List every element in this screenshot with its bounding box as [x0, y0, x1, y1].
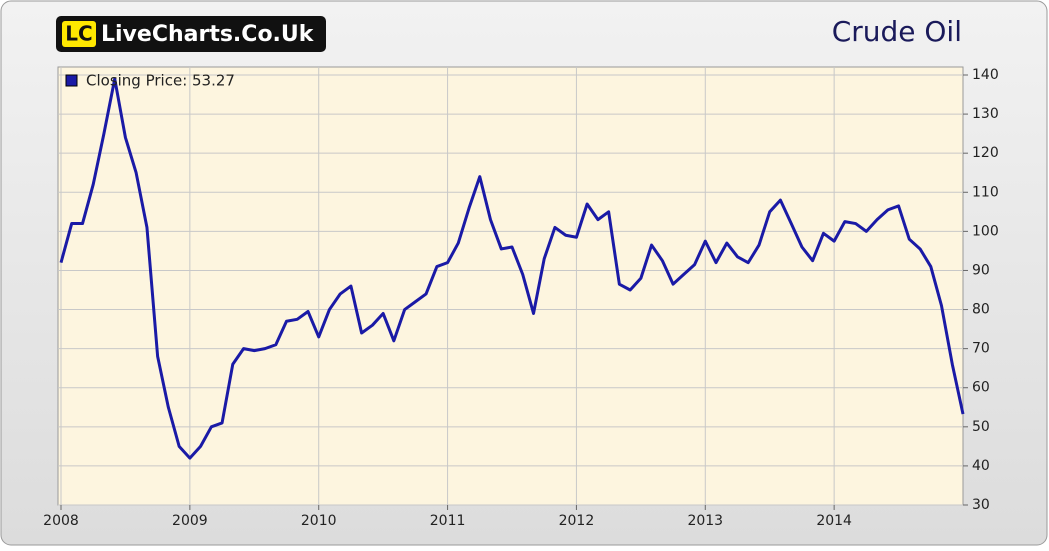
chart-title: Crude Oil	[832, 15, 962, 48]
x-tick-label: 2011	[430, 513, 466, 529]
y-tick-label: 80	[972, 302, 990, 318]
x-tick-label: 2012	[559, 513, 595, 529]
x-tick-label: 2009	[172, 513, 208, 529]
y-tick-label: 120	[972, 145, 999, 161]
x-tick-label: 2008	[43, 513, 79, 529]
y-tick-label: 140	[972, 67, 999, 83]
price-line	[59, 77, 965, 460]
logo-badge: LC	[65, 22, 92, 46]
x-tick-label: 2014	[816, 513, 852, 529]
x-tick-label: 2013	[687, 513, 723, 529]
marks	[59, 77, 965, 460]
plot-area	[57, 66, 964, 506]
logo-text: LiveCharts.Co.Uk	[101, 22, 315, 47]
logo-badge-bg	[62, 21, 96, 47]
legend-swatch	[65, 74, 78, 87]
y-tick-label: 60	[972, 380, 990, 396]
logo-box	[56, 16, 326, 52]
y-tick-label: 30	[972, 497, 990, 513]
y-tick-label: 110	[972, 184, 999, 200]
legend-label: Closing Price: 53.27	[86, 72, 235, 90]
y-tick-label: 40	[972, 458, 990, 474]
grid	[58, 67, 968, 510]
y-tick-label: 50	[972, 419, 990, 435]
y-tick-label: 130	[972, 106, 999, 122]
y-tick-label: 100	[972, 223, 999, 239]
y-tick-label: 90	[972, 262, 990, 278]
x-tick-label: 2010	[301, 513, 337, 529]
y-tick-label: 70	[972, 341, 990, 357]
